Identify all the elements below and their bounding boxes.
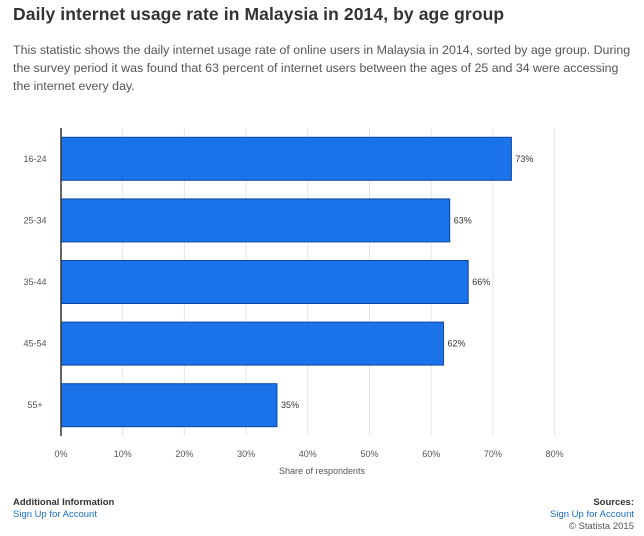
page-title: Daily internet usage rate in Malaysia in… <box>13 4 505 24</box>
x-tick-label: 70% <box>484 449 502 459</box>
axes: 0% 10% 20% 30% 40% 50% 60% 70% 80% 16-24 25-34 35-4… <box>23 128 564 459</box>
sources-heading: Sources: <box>593 497 634 508</box>
x-tick-label: 0% <box>54 449 67 459</box>
sources: Sources: Sign Up for Account © Statista … <box>550 497 634 533</box>
bar-value-label: 63% <box>454 215 472 225</box>
additional-info-heading: Additional Information <box>13 497 115 508</box>
x-tick-label: 30% <box>237 449 255 459</box>
y-category-label: 25-34 <box>23 215 46 225</box>
bar-value-label: 35% <box>281 400 299 410</box>
additional-info-signup-link[interactable]: Sign Up for Account <box>13 509 97 520</box>
x-tick-label: 10% <box>114 449 132 459</box>
x-tick-label: 50% <box>360 449 378 459</box>
x-tick-label: 80% <box>546 449 564 459</box>
additional-information: Additional Information Sign Up for Accou… <box>13 497 114 521</box>
bar <box>60 383 278 428</box>
chart-canvas: 73% 63% 66% 62% 35% 0% 10% 20% 30% 40% 50% 60% 70% 8… <box>23 128 564 476</box>
bar-value-label: 73% <box>515 154 533 164</box>
statistic-description: This statistic shows the daily internet … <box>13 43 631 93</box>
x-tick-label: 40% <box>299 449 317 459</box>
x-axis-title: Share of respondents <box>279 466 366 476</box>
bar <box>60 136 512 181</box>
bar <box>60 260 469 304</box>
bar <box>60 321 445 366</box>
bar-chart: 73% 63% 66% 62% 35% 0% 10% 20% 30% 40% 50% 60% 70% 8… <box>0 118 644 490</box>
bar <box>60 198 451 243</box>
x-tick-label: 60% <box>422 449 440 459</box>
bar-value-label: 62% <box>448 339 466 349</box>
footer: Additional Information Sign Up for Accou… <box>0 497 644 536</box>
copyright: © Statista 2015 <box>568 521 634 532</box>
y-category-label: 16-24 <box>23 154 46 164</box>
y-category-label: 35-44 <box>23 277 46 287</box>
y-category-label: 45-54 <box>23 339 46 349</box>
bars: 73% 63% 66% 62% 35% <box>60 136 533 428</box>
sources-signup-link[interactable]: Sign Up for Account <box>550 509 634 520</box>
x-tick-label: 20% <box>175 449 193 459</box>
y-category-label: 55+ <box>27 400 42 410</box>
bar-value-label: 66% <box>472 277 490 287</box>
